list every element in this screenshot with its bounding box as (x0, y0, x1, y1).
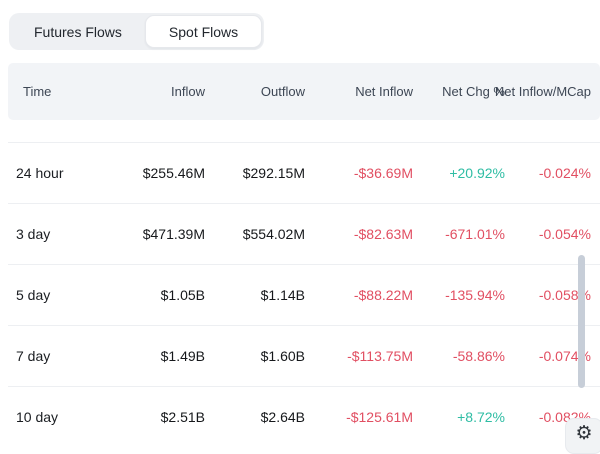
cell-inflow: $1.05B (160, 287, 205, 303)
cell-time: 3 day (16, 226, 51, 242)
table-header-row: Time Inflow Outflow Net Inflow Net Chg %… (8, 63, 600, 120)
cell-outflow: $1.60B (260, 348, 305, 364)
cell-time: 7 day (16, 348, 51, 364)
vertical-scrollbar-thumb[interactable] (578, 255, 585, 388)
table-row: 24 hour $255.46M $292.15M -$36.69M +20.9… (8, 142, 600, 203)
tab-futures-flows[interactable]: Futures Flows (11, 15, 145, 48)
table-row: 5 day $1.05B $1.14B -$88.22M -135.94% -0… (8, 264, 600, 325)
spot-flows-table: Time Inflow Outflow Net Inflow Net Chg %… (8, 63, 600, 447)
table-row: 7 day $1.49B $1.60B -$113.75M -58.86% -0… (8, 325, 600, 386)
cell-net-inflow: -$82.63M (353, 226, 413, 242)
cell-net-inflow-mcap: -0.058% (538, 287, 591, 303)
settings-button[interactable]: ⚙ (565, 418, 600, 454)
cell-inflow: $2.51B (160, 409, 205, 425)
tab-spot-flows-label: Spot Flows (168, 23, 239, 40)
cell-net-inflow: -$36.69M (353, 165, 413, 181)
cell-net-inflow: -$88.22M (353, 287, 413, 303)
cell-time: 10 day (16, 409, 59, 425)
flows-tab-switcher: Futures Flows Spot Flows (9, 13, 265, 50)
cell-net-chg: +8.72% (457, 409, 505, 425)
column-header-net-inflow: Net Inflow (355, 84, 413, 99)
cell-net-chg: -58.86% (452, 348, 505, 364)
cell-net-inflow: -$113.75M (347, 348, 413, 364)
cell-inflow: $471.39M (142, 226, 205, 242)
cell-time: 24 hour (16, 165, 64, 181)
cell-time: 5 day (16, 287, 51, 303)
tab-spot-flows[interactable]: Spot Flows (144, 15, 263, 48)
cell-outflow: $2.64B (260, 409, 305, 425)
cell-inflow: $255.46M (142, 165, 205, 181)
gear-icon: ⚙ (575, 422, 593, 444)
column-header-inflow: Inflow (171, 84, 205, 99)
cell-net-inflow-mcap: -0.054% (538, 226, 591, 242)
column-header-outflow: Outflow (260, 84, 305, 99)
tab-futures-flows-label: Futures Flows (34, 23, 122, 40)
cell-net-inflow: -$125.61M (346, 409, 413, 425)
table-row: 3 day $471.39M $554.02M -$82.63M -671.01… (8, 203, 600, 264)
table-body: 24 hour $255.46M $292.15M -$36.69M +20.9… (8, 142, 600, 447)
cell-net-inflow-mcap: -0.024% (538, 165, 591, 181)
cell-outflow: $1.14B (260, 287, 305, 303)
cell-net-chg: +20.92% (449, 165, 505, 181)
cell-net-chg: -135.94% (445, 287, 505, 303)
cell-inflow: $1.49B (160, 348, 205, 364)
column-header-time: Time (23, 84, 52, 99)
cell-outflow: $554.02M (242, 226, 305, 242)
cell-net-chg: -671.01% (445, 226, 505, 242)
column-header-net-inflow-mcap: Net Inflow/MCap (494, 84, 591, 99)
cell-outflow: $292.15M (242, 165, 305, 181)
cell-net-inflow-mcap: -0.074% (538, 348, 591, 364)
column-header-net-chg: Net Chg % (442, 84, 505, 99)
